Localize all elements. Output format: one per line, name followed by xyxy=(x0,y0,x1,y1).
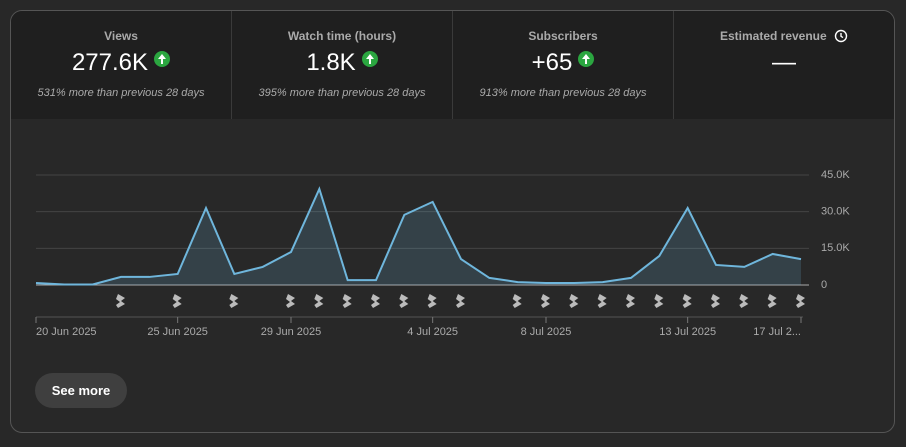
tab-label: Views xyxy=(104,29,138,43)
shorts-glyph xyxy=(654,294,664,308)
up-icon xyxy=(578,51,595,67)
value-text: 1.8K xyxy=(306,49,356,76)
x-tick-label: 20 Jun 2025 xyxy=(36,326,97,338)
up-icon xyxy=(154,51,171,67)
shorts-glyph xyxy=(427,294,437,308)
shorts-icon xyxy=(626,294,635,308)
shorts-glyph xyxy=(399,294,409,308)
shorts-icon xyxy=(172,294,182,308)
x-tick-label: 8 Jul 2025 xyxy=(521,326,572,338)
tab-label: Subscribers xyxy=(528,29,598,43)
tab-note: 913% more than previous 28 days xyxy=(479,87,647,99)
shorts-icon xyxy=(512,294,522,308)
x-tick-label: 25 Jun 2025 xyxy=(147,326,208,338)
label-text: Estimated revenue xyxy=(719,29,827,43)
chart: 0 15.0K 30.0K 45.0K 20 Jun 2025 25 Jun 2025 29… xyxy=(35,169,850,338)
y-tick-label: 45.0K xyxy=(821,169,850,181)
tab-value: +65 xyxy=(453,49,673,77)
shorts-icon xyxy=(371,294,380,308)
y-tick-label: 30.0K xyxy=(821,206,850,218)
shorts-glyph xyxy=(739,294,749,308)
shorts-icon xyxy=(399,294,409,308)
tab-value: 277.6K xyxy=(11,49,231,77)
area-line xyxy=(35,186,802,286)
shorts-glyph xyxy=(116,294,125,308)
tab[interactable]: Subscribers +65 913% more than previous … xyxy=(453,11,674,119)
shorts-icon xyxy=(739,294,749,308)
tab-note: 395% more than previous 28 days xyxy=(258,87,426,99)
tab-label: Estimated revenue xyxy=(674,29,894,43)
shorts-glyph xyxy=(314,294,324,308)
up-icon xyxy=(361,51,378,67)
tab[interactable]: Estimated revenue — xyxy=(674,11,894,119)
shorts-icon xyxy=(314,294,324,308)
shorts-glyph xyxy=(342,294,352,308)
shorts-glyph xyxy=(569,294,579,308)
shorts-icon xyxy=(569,294,579,308)
shorts-glyph xyxy=(512,294,522,308)
shorts-glyph xyxy=(371,294,380,308)
tab-value: 1.8K xyxy=(232,49,452,77)
shorts-icon xyxy=(767,294,777,308)
shorts-glyph xyxy=(626,294,635,308)
shorts-icon xyxy=(654,294,664,308)
y-tick-label: 0 xyxy=(821,279,827,291)
shorts-icon xyxy=(682,294,692,308)
shorts-icon xyxy=(116,294,125,308)
shorts-icon xyxy=(796,294,805,308)
shorts-glyph xyxy=(767,294,777,308)
shorts-glyph xyxy=(711,294,720,308)
shorts-icon xyxy=(456,294,465,308)
x-tick-label: 29 Jun 2025 xyxy=(261,326,322,338)
tab-note: 531% more than previous 28 days xyxy=(37,87,205,99)
shorts-glyph xyxy=(541,294,550,308)
shorts-glyph xyxy=(597,294,607,308)
tab[interactable]: Views 277.6K 531% more than previous 28 … xyxy=(11,11,232,119)
shorts-glyph xyxy=(456,294,465,308)
shorts-glyph xyxy=(229,294,239,308)
shorts-glyph xyxy=(286,294,295,308)
x-tick-label: 4 Jul 2025 xyxy=(407,326,458,338)
shorts-icon xyxy=(597,294,607,308)
shorts-glyph xyxy=(796,294,805,308)
value-text: 277.6K xyxy=(71,49,149,76)
shorts-glyph xyxy=(172,294,182,308)
analytics-card: Views 277.6K 531% more than previous 28 … xyxy=(10,10,895,433)
tab-value: — xyxy=(772,49,796,76)
tab[interactable]: Watch time (hours) 1.8K 395% more than p… xyxy=(232,11,453,119)
shorts-glyph xyxy=(682,294,692,308)
x-tick-label: 13 Jul 2025 xyxy=(659,326,716,338)
shorts-icon xyxy=(427,294,437,308)
shorts-icon xyxy=(342,294,352,308)
shorts-icon xyxy=(541,294,550,308)
clock-icon xyxy=(834,29,848,43)
x-tick-label: 17 Jul 2... xyxy=(753,326,801,338)
y-tick-label: 15.0K xyxy=(821,242,850,254)
tab-label: Watch time (hours) xyxy=(287,29,397,43)
area-fill xyxy=(36,188,801,285)
shorts-icon xyxy=(286,294,295,308)
see-more-button[interactable]: See more xyxy=(35,373,127,408)
shorts-icon xyxy=(711,294,720,308)
value-text: +65 xyxy=(531,49,573,76)
shorts-icon xyxy=(229,294,239,308)
